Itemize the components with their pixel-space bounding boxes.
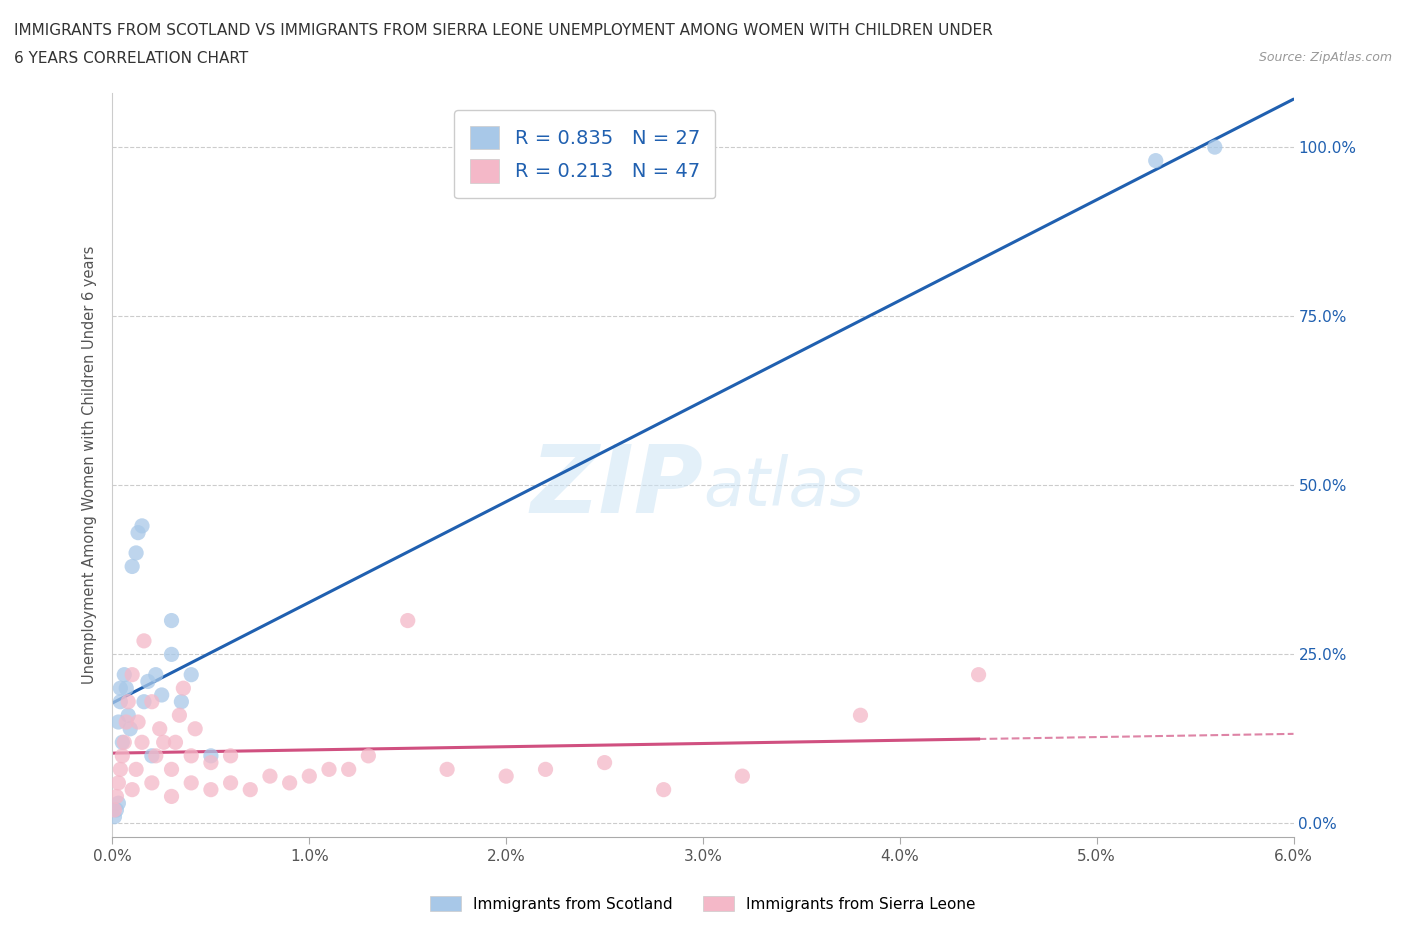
Y-axis label: Unemployment Among Women with Children Under 6 years: Unemployment Among Women with Children U… [82, 246, 97, 684]
Point [121, 559, 143, 574]
Point [132, 695, 155, 710]
Point [131, 735, 153, 750]
Point [150, 687, 173, 702]
Point [112, 735, 135, 750]
Point [298, 769, 321, 784]
Text: atlas: atlas [703, 455, 865, 520]
Point [111, 749, 134, 764]
Point [357, 749, 380, 764]
Point [652, 782, 675, 797]
Point [149, 722, 172, 737]
Point [169, 708, 191, 723]
Point [337, 762, 360, 777]
Point [112, 667, 135, 682]
Point [200, 755, 222, 770]
Point [120, 722, 142, 737]
Point [145, 667, 167, 682]
Point [125, 546, 148, 561]
Point [200, 749, 222, 764]
Legend: Immigrants from Scotland, Immigrants from Sierra Leone: Immigrants from Scotland, Immigrants fro… [425, 889, 981, 918]
Point [141, 695, 163, 710]
Point [160, 647, 183, 662]
Point [160, 762, 183, 777]
Point [145, 749, 167, 764]
Point [170, 695, 193, 710]
Point [141, 749, 163, 764]
Point [239, 782, 262, 797]
Point [160, 789, 183, 804]
Point [1144, 153, 1167, 168]
Point [127, 714, 149, 729]
Point [495, 769, 517, 784]
Point [200, 782, 222, 797]
Point [1204, 140, 1226, 154]
Point [172, 681, 194, 696]
Point [731, 769, 754, 784]
Point [107, 796, 129, 811]
Point [107, 776, 129, 790]
Point [132, 633, 155, 648]
Point [107, 714, 129, 729]
Point [141, 776, 163, 790]
Point [117, 695, 139, 710]
Point [849, 708, 872, 723]
Point [180, 776, 202, 790]
Text: Source: ZipAtlas.com: Source: ZipAtlas.com [1258, 51, 1392, 64]
Point [219, 776, 242, 790]
Text: IMMIGRANTS FROM SCOTLAND VS IMMIGRANTS FROM SIERRA LEONE UNEMPLOYMENT AMONG WOME: IMMIGRANTS FROM SCOTLAND VS IMMIGRANTS F… [14, 23, 993, 38]
Point [180, 749, 202, 764]
Point [136, 674, 159, 689]
Point [121, 667, 143, 682]
Point [396, 613, 419, 628]
Point [152, 735, 174, 750]
Point [127, 525, 149, 540]
Point [125, 762, 148, 777]
Legend: R = 0.835   N = 27, R = 0.213   N = 47: R = 0.835 N = 27, R = 0.213 N = 47 [454, 110, 716, 198]
Point [110, 695, 132, 710]
Point [318, 762, 340, 777]
Point [110, 681, 132, 696]
Point [165, 735, 187, 750]
Point [115, 681, 138, 696]
Point [160, 613, 183, 628]
Point [180, 667, 202, 682]
Point [184, 722, 207, 737]
Point [278, 776, 301, 790]
Point [219, 749, 242, 764]
Point [111, 735, 134, 750]
Point [105, 803, 128, 817]
Text: ZIP: ZIP [530, 442, 703, 533]
Point [131, 518, 153, 533]
Point [103, 803, 125, 817]
Point [121, 782, 143, 797]
Text: 6 YEARS CORRELATION CHART: 6 YEARS CORRELATION CHART [14, 51, 249, 66]
Point [593, 755, 616, 770]
Point [436, 762, 458, 777]
Point [110, 762, 132, 777]
Point [117, 708, 139, 723]
Point [105, 789, 128, 804]
Point [534, 762, 557, 777]
Point [967, 667, 990, 682]
Point [115, 714, 138, 729]
Point [259, 769, 281, 784]
Point [103, 809, 125, 824]
